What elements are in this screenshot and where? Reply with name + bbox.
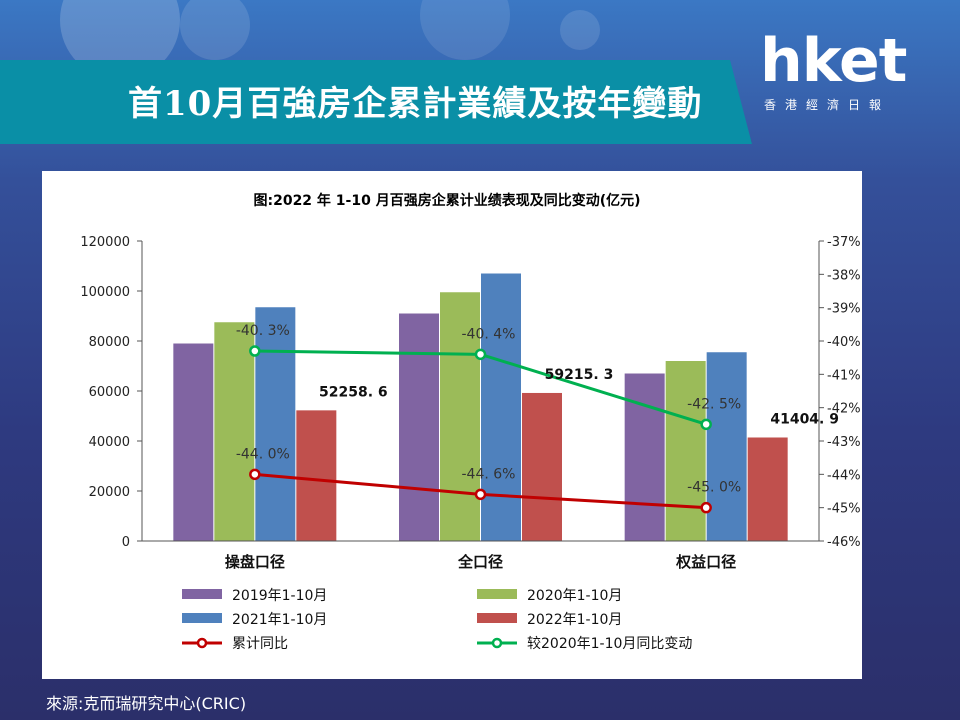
decor-bokeh (420, 0, 510, 60)
page-title: 首10月百強房企累計業績及按年變動 (128, 84, 703, 124)
title-banner (0, 60, 752, 144)
bar-value-label: 52258. 6 (319, 384, 388, 400)
logo-main-text: hket (760, 26, 907, 96)
x-tick-label: 全口径 (457, 553, 503, 571)
bar (399, 313, 439, 541)
y2-tick-label: -40% (827, 335, 861, 350)
legend-label: 2019年1-10月 (232, 588, 327, 604)
y-tick-label: 80000 (89, 335, 130, 350)
bar (706, 352, 747, 541)
line-value-label: -42. 5% (687, 396, 741, 412)
line-point (249, 345, 261, 357)
line-point (700, 501, 712, 514)
y-tick-label: 20000 (89, 485, 130, 500)
bar (440, 292, 480, 541)
source-note: 來源:克而瑞研究中心(CRIC) (46, 694, 247, 713)
legend-marker (491, 637, 503, 649)
bar (296, 410, 337, 541)
logo-sub-text: 香港經濟日報 (764, 98, 891, 112)
legend-label: 累计同比 (232, 636, 288, 652)
y2-tick-label: -42% (827, 402, 861, 417)
bar-value-label: 59215. 3 (545, 367, 614, 383)
legend-swatch (477, 589, 517, 599)
legend-swatch (182, 613, 222, 623)
bar (747, 437, 788, 541)
y2-tick-label: -43% (827, 435, 861, 450)
y2-tick-label: -45% (827, 502, 861, 517)
legend-label: 2021年1-10月 (232, 612, 327, 628)
line-point (700, 418, 712, 431)
bar (173, 343, 214, 541)
legend-marker (196, 637, 208, 649)
y2-tick-label: -38% (827, 268, 861, 283)
hket-logo: hket 香港經濟日報 (760, 26, 930, 118)
line-value-label: -40. 3% (236, 323, 290, 339)
legend-swatch (477, 613, 517, 623)
y-tick-label: 120000 (80, 235, 130, 250)
chart-panel: 图:2022 年 1-10 月百强房企累计业绩表现及同比变动(亿元) 0 2000… (42, 171, 862, 679)
y-tick-label: 0 (122, 535, 130, 550)
line-value-label: -40. 4% (462, 326, 516, 342)
decor-bokeh (180, 0, 250, 60)
bar (624, 373, 665, 541)
bar-value-label: 41404. 9 (770, 411, 839, 427)
line-point (474, 488, 487, 501)
bar (481, 273, 521, 541)
bar (665, 361, 706, 541)
y2-tick-label: -44% (827, 468, 861, 483)
bar (255, 307, 296, 541)
x-tick-label: 操盘口径 (225, 553, 285, 571)
y-tick-label: 40000 (89, 435, 130, 450)
line-value-label: -45. 0% (687, 480, 741, 496)
x-tick-label: 权益口径 (675, 553, 736, 571)
legend-swatch (182, 589, 222, 599)
line-point (474, 348, 487, 361)
legend-label: 2022年1-10月 (527, 612, 622, 628)
legend-label: 2020年1-10月 (527, 588, 622, 604)
bar (522, 392, 562, 541)
line-value-label: -44. 6% (462, 466, 516, 482)
bar (214, 322, 255, 541)
y-tick-label: 100000 (80, 285, 130, 300)
y2-tick-label: -37% (827, 235, 861, 250)
y2-tick-label: -41% (827, 368, 861, 383)
y-tick-label: 60000 (89, 385, 130, 400)
y2-tick-label: -39% (827, 302, 861, 317)
chart-title: 图:2022 年 1-10 月百强房企累计业绩表现及同比变动(亿元) (253, 192, 640, 209)
y2-tick-label: -46% (827, 535, 861, 550)
line-value-label: -44. 0% (236, 446, 290, 462)
line-point (249, 468, 261, 481)
legend-label: 较2020年1-10月同比变动 (527, 636, 692, 652)
decor-bokeh (560, 10, 600, 50)
chart: 图:2022 年 1-10 月百强房企累计业绩表现及同比变动(亿元) 0 2000… (80, 192, 861, 652)
